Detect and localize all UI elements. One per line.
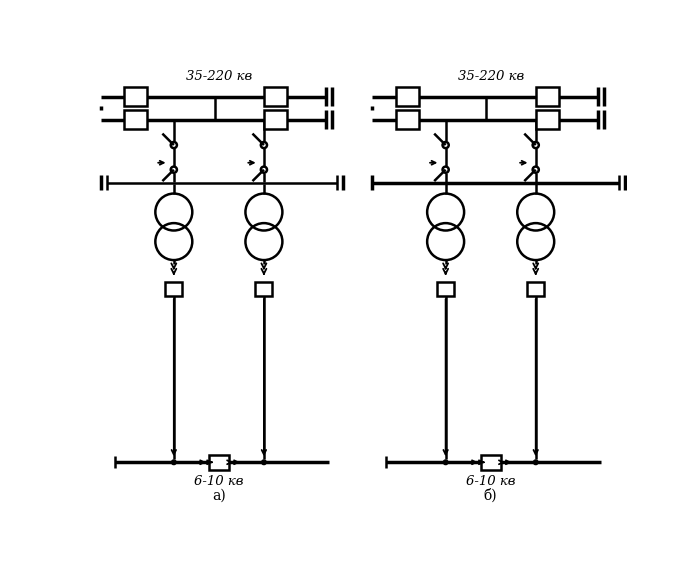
Text: 6-10 кв: 6-10 кв — [194, 475, 244, 488]
Bar — [396, 111, 419, 129]
Circle shape — [443, 460, 448, 464]
Bar — [166, 282, 182, 297]
Bar — [396, 87, 419, 106]
Bar — [527, 282, 545, 297]
Bar — [264, 87, 287, 106]
Circle shape — [261, 460, 266, 464]
Text: 35-220 кв: 35-220 кв — [186, 70, 252, 83]
Text: б): б) — [484, 488, 498, 503]
Text: 6-10 кв: 6-10 кв — [466, 475, 515, 488]
Bar — [535, 87, 559, 106]
Bar — [264, 111, 287, 129]
Bar — [535, 111, 559, 129]
Bar — [481, 455, 500, 469]
Text: 35-220 кв: 35-220 кв — [458, 70, 524, 83]
Bar — [209, 455, 229, 469]
Circle shape — [533, 460, 538, 464]
Text: а): а) — [212, 488, 226, 502]
Bar — [255, 282, 273, 297]
Bar — [124, 111, 147, 129]
Bar — [437, 282, 454, 297]
Circle shape — [171, 460, 176, 464]
Bar — [124, 87, 147, 106]
